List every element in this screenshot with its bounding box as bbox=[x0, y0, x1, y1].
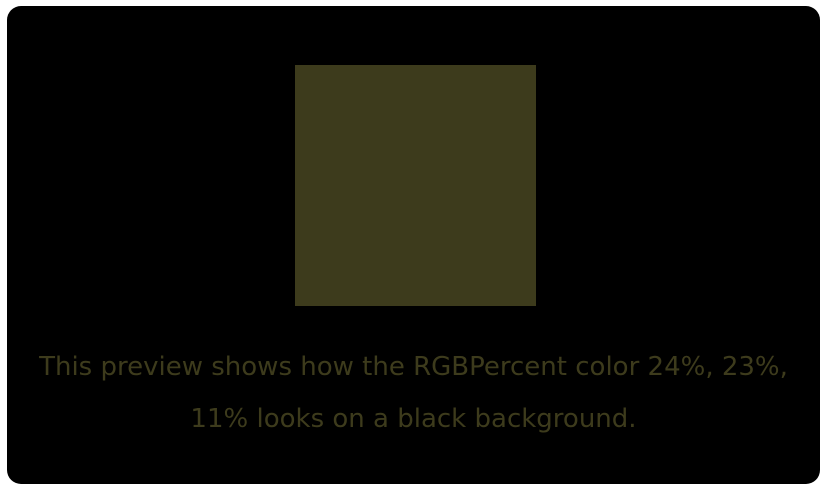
preview-panel: This preview shows how the RGBPercent co… bbox=[7, 6, 820, 484]
color-swatch bbox=[295, 65, 536, 306]
preview-caption: This preview shows how the RGBPercent co… bbox=[39, 352, 788, 434]
